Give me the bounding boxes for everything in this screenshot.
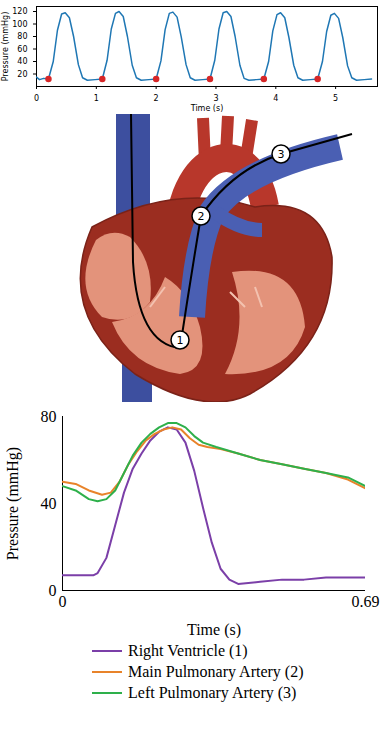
svg-text:2: 2 <box>154 94 159 103</box>
svg-text:3: 3 <box>278 148 285 161</box>
html-text:Main Pulmonary Artery (2): Main Pulmonary Artery (2) <box>128 662 304 680</box>
svg-text:60: 60 <box>17 45 27 54</box>
svg-text:Pressure (mmHg): Pressure (mmHg) <box>1 12 10 82</box>
svg-text:0: 0 <box>34 94 39 103</box>
html-text:Left Pulmonary Artery (3): Left Pulmonary Artery (3) <box>128 683 297 701</box>
svg-text:Pressure (mmHg): Pressure (mmHg) <box>4 447 22 560</box>
svg-text:0.69: 0.69 <box>352 593 380 610</box>
svg-text:100: 100 <box>12 20 27 29</box>
svg-text:120: 120 <box>12 7 27 16</box>
svg-text:3: 3 <box>213 94 218 103</box>
svg-text:5: 5 <box>333 94 338 103</box>
svg-text:2: 2 <box>198 210 205 223</box>
svg-text:4: 4 <box>273 94 278 103</box>
svg-text:40: 40 <box>17 57 27 66</box>
svg-text:0: 0 <box>59 593 67 610</box>
svg-text:0: 0 <box>49 582 57 599</box>
svg-text:Time (s): Time (s) <box>190 104 224 113</box>
html-text:Right Ventricle (1): Right Ventricle (1) <box>128 641 248 659</box>
svg-text:40: 40 <box>41 495 57 512</box>
svg-text:1: 1 <box>177 334 184 347</box>
svg-text:80: 80 <box>17 32 27 41</box>
svg-text:1: 1 <box>94 94 99 103</box>
svg-text:Time (s): Time (s) <box>187 621 241 639</box>
svg-text:80: 80 <box>41 408 57 425</box>
svg-text:20: 20 <box>17 70 27 79</box>
